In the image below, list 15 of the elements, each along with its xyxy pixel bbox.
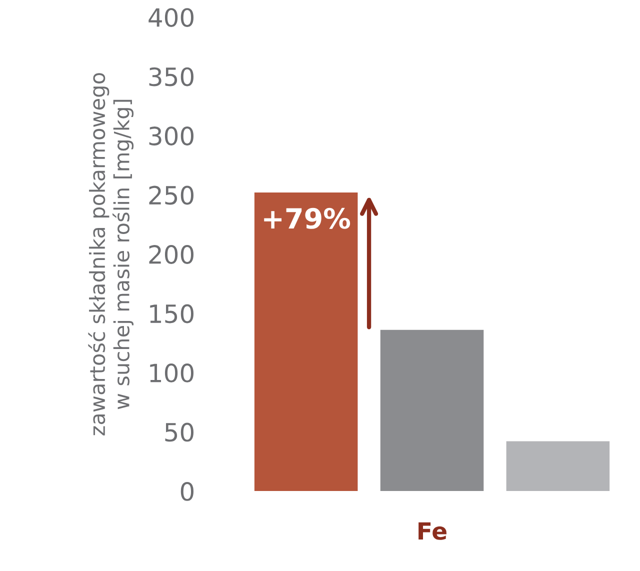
y-tick-label: 400 <box>148 8 194 27</box>
x-tick-label: Fe <box>418 522 446 540</box>
bar <box>254 192 358 492</box>
y-tick-label: 300 <box>149 126 194 146</box>
y-tick-label: 200 <box>149 245 194 264</box>
y-axis-title: zawartość składnika pokarmowego w suchej masie roślin [mg/kg] <box>88 73 134 436</box>
y-tick-label: 0 <box>180 482 194 501</box>
y-tick-label: 50 <box>165 422 194 442</box>
y-tick-label: 350 <box>149 67 194 86</box>
bar <box>380 330 484 492</box>
y-tick-label: 250 <box>149 186 194 205</box>
y-tick-label: 100 <box>150 364 194 382</box>
y-tick-label: 150 <box>150 304 194 324</box>
bar <box>506 441 610 492</box>
annotation: +79% <box>264 208 350 229</box>
